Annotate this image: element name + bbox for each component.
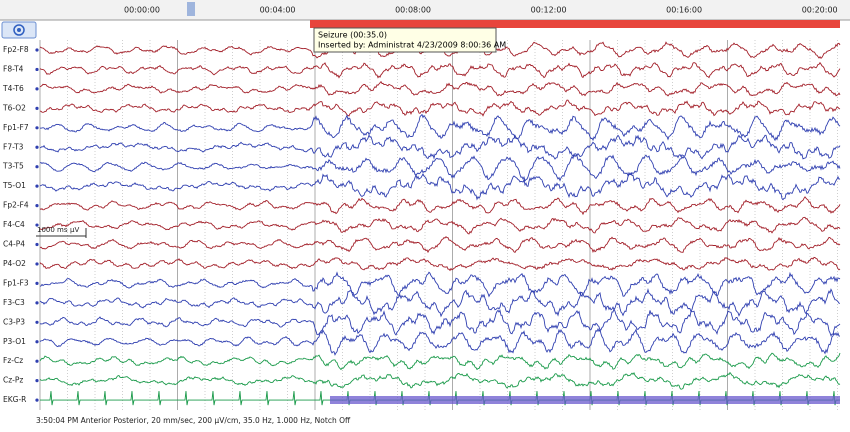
- time-label: 00:12:00: [531, 6, 567, 15]
- channel-label: Fp2-F4: [3, 201, 29, 210]
- channel-dot: [35, 398, 39, 402]
- scale-time: 1000 ms: [37, 226, 68, 234]
- channel-dot: [35, 145, 39, 149]
- timeline-bar: [0, 0, 850, 20]
- channel-label: F4-C4: [3, 220, 25, 229]
- channel-label: Fp2-F8: [3, 45, 29, 54]
- seizure-annotation-bar[interactable]: [310, 20, 840, 28]
- channel-trace: [39, 371, 841, 390]
- channel-label: F3-C3: [3, 298, 25, 307]
- channel-trace: [39, 327, 840, 356]
- montage-icon-dot: [17, 28, 21, 32]
- channel-trace: [39, 271, 841, 298]
- time-label: 00:16:00: [666, 6, 702, 15]
- channel-dot: [35, 87, 39, 91]
- channel-label: T6-O2: [2, 103, 26, 112]
- channel-trace: [39, 236, 841, 254]
- channel-trace: [39, 153, 841, 182]
- montage-icon: [13, 24, 25, 36]
- channel-label: C4-P4: [3, 240, 25, 249]
- channel-trace: [39, 113, 841, 142]
- channel-dot: [35, 223, 39, 227]
- scale-marker: 1000 ms μV: [36, 226, 87, 238]
- channel-dot: [35, 242, 39, 247]
- channel-label: P4-O2: [3, 259, 26, 268]
- channel-trace: [39, 172, 841, 201]
- channel-dot: [35, 301, 39, 305]
- channel-trace: [39, 307, 841, 337]
- channel-label: F7-T3: [3, 142, 24, 151]
- grid: [39, 40, 838, 410]
- status-bar: 3:50:04 PM Anterior Posterior, 20 mm/sec…: [36, 416, 351, 425]
- channel-label: P3-O1: [3, 337, 26, 346]
- channel-label: Fz-Cz: [3, 356, 23, 365]
- channel-trace: [39, 134, 841, 160]
- channel-trace: [39, 61, 841, 79]
- channel-trace: [39, 80, 841, 97]
- channel-trace: [39, 99, 841, 117]
- channel-trace: [39, 352, 841, 371]
- annotation-tooltip: [313, 27, 497, 53]
- channel-dot: [35, 359, 39, 363]
- channel-label: T5-O1: [2, 181, 26, 190]
- channel-trace: [39, 196, 841, 216]
- time-label: 00:20:00: [802, 6, 838, 15]
- channel-label: Cz-Pz: [3, 376, 23, 385]
- channel-label: C3-P3: [3, 317, 25, 326]
- channel-dot: [35, 126, 39, 130]
- scale-amplitude: μV: [70, 226, 79, 234]
- channel-label: T3-T5: [2, 162, 24, 171]
- channel-label: T4-T6: [2, 84, 24, 93]
- channel-dot: [35, 379, 39, 383]
- time-label: 00:04:00: [260, 6, 296, 15]
- ekg-selection: [330, 396, 840, 404]
- channel-trace: [39, 288, 841, 318]
- channel-label: Fp1-F3: [3, 278, 29, 287]
- channel-dot: [35, 340, 39, 344]
- time-label: 00:00:00: [124, 6, 160, 15]
- channel-dot: [35, 67, 39, 72]
- channel-label: EKG-R: [3, 395, 26, 404]
- channel-label: F8-T4: [3, 64, 24, 73]
- channel-dot: [35, 320, 39, 324]
- channel-trace: [39, 256, 841, 272]
- timeline-thumb[interactable]: [187, 2, 195, 16]
- channel-dot: [35, 184, 39, 188]
- channel-dot: [35, 204, 39, 208]
- channel-label: Fp1-F7: [3, 123, 29, 132]
- channel-dot: [35, 48, 39, 52]
- channel-dot: [35, 262, 39, 266]
- tooltip-inserted-by: Inserted by: Administrat 4/23/2009 8:00:…: [318, 41, 506, 50]
- channel-trace: [39, 216, 841, 235]
- channel-dot: [35, 281, 39, 285]
- tooltip-title: Seizure (00:35.0): [318, 31, 387, 40]
- time-label: 00:08:00: [395, 6, 431, 15]
- channel-dot: [35, 165, 39, 169]
- channel-dot: [35, 106, 39, 110]
